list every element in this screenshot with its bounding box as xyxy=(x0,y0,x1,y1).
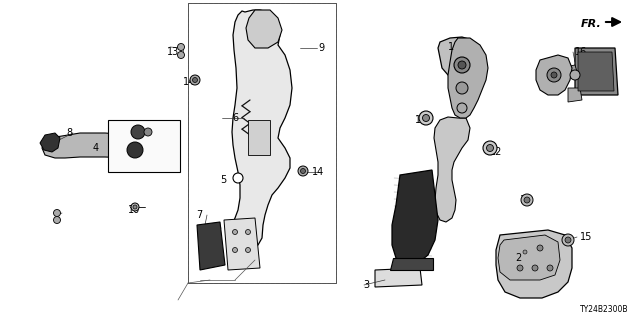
Text: 8: 8 xyxy=(66,128,72,138)
Polygon shape xyxy=(560,65,578,78)
Polygon shape xyxy=(575,48,618,95)
Polygon shape xyxy=(390,258,433,270)
Polygon shape xyxy=(197,222,225,270)
Polygon shape xyxy=(42,133,172,158)
Circle shape xyxy=(190,75,200,85)
Text: 17: 17 xyxy=(110,148,122,158)
Polygon shape xyxy=(392,170,438,265)
Circle shape xyxy=(570,70,580,80)
Circle shape xyxy=(458,61,466,69)
Polygon shape xyxy=(568,88,582,102)
Bar xyxy=(188,3,336,283)
Polygon shape xyxy=(375,268,422,287)
Circle shape xyxy=(524,197,530,203)
Circle shape xyxy=(551,72,557,78)
Circle shape xyxy=(521,194,533,206)
Circle shape xyxy=(419,111,433,125)
Polygon shape xyxy=(578,52,614,91)
Circle shape xyxy=(547,68,561,82)
Text: 14: 14 xyxy=(183,77,195,87)
Text: 12: 12 xyxy=(490,147,502,157)
Circle shape xyxy=(246,247,250,252)
Text: 6: 6 xyxy=(232,113,238,123)
Text: 13: 13 xyxy=(167,47,179,57)
Polygon shape xyxy=(224,218,260,270)
Circle shape xyxy=(131,203,139,211)
Circle shape xyxy=(565,237,571,243)
Circle shape xyxy=(517,265,523,271)
Circle shape xyxy=(532,265,538,271)
Text: 5: 5 xyxy=(220,175,227,185)
Circle shape xyxy=(454,57,470,73)
Circle shape xyxy=(246,229,250,235)
Circle shape xyxy=(193,77,198,83)
Text: 14: 14 xyxy=(312,167,324,177)
Circle shape xyxy=(301,169,305,173)
Circle shape xyxy=(54,210,61,217)
Text: 17: 17 xyxy=(110,128,122,138)
Text: 7: 7 xyxy=(196,210,202,220)
Circle shape xyxy=(483,141,497,155)
Polygon shape xyxy=(536,55,572,95)
Circle shape xyxy=(127,142,143,158)
Text: 16: 16 xyxy=(575,47,588,57)
Circle shape xyxy=(486,145,493,151)
Circle shape xyxy=(562,234,574,246)
Text: 3: 3 xyxy=(363,280,369,290)
Text: 15: 15 xyxy=(580,232,593,242)
Circle shape xyxy=(232,247,237,252)
Text: 4: 4 xyxy=(93,143,99,153)
Text: 11: 11 xyxy=(520,195,532,205)
Polygon shape xyxy=(40,133,60,152)
Circle shape xyxy=(537,245,543,251)
Bar xyxy=(108,120,180,172)
Text: 2: 2 xyxy=(515,253,521,263)
Text: 9: 9 xyxy=(318,43,324,53)
Text: FR.: FR. xyxy=(581,19,602,29)
Circle shape xyxy=(54,217,61,223)
Text: 12: 12 xyxy=(415,115,428,125)
Polygon shape xyxy=(246,10,282,48)
Circle shape xyxy=(422,115,429,122)
Polygon shape xyxy=(496,230,572,298)
Circle shape xyxy=(233,173,243,183)
Polygon shape xyxy=(448,38,488,118)
Circle shape xyxy=(298,166,308,176)
Text: TY24B2300B: TY24B2300B xyxy=(579,306,628,315)
Polygon shape xyxy=(498,235,560,280)
Circle shape xyxy=(177,44,184,51)
Polygon shape xyxy=(438,37,480,78)
Circle shape xyxy=(133,205,137,209)
Circle shape xyxy=(457,103,467,113)
Polygon shape xyxy=(434,117,470,222)
Polygon shape xyxy=(248,120,270,155)
Circle shape xyxy=(547,265,553,271)
Text: 10: 10 xyxy=(128,205,140,215)
Circle shape xyxy=(131,125,145,139)
Circle shape xyxy=(144,128,152,136)
Text: 1: 1 xyxy=(448,42,454,52)
Polygon shape xyxy=(228,10,292,248)
Circle shape xyxy=(523,250,527,254)
Circle shape xyxy=(456,82,468,94)
Circle shape xyxy=(177,52,184,59)
Circle shape xyxy=(232,229,237,235)
